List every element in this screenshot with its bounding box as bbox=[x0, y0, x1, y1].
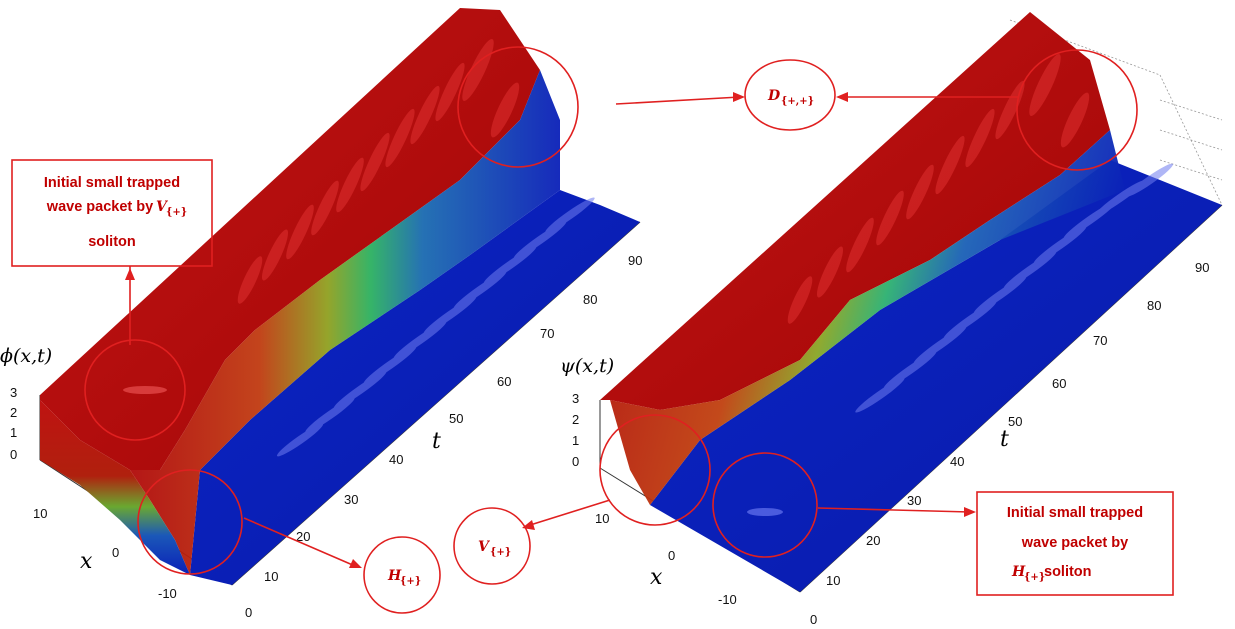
v-label: V {+} bbox=[478, 539, 511, 558]
x-tick: 0 bbox=[112, 545, 119, 560]
t-tick: 50 bbox=[1008, 414, 1022, 429]
x-tick: -10 bbox=[718, 592, 737, 607]
v-label-sub: {+} bbox=[490, 547, 511, 558]
annotations bbox=[11, 46, 1174, 614]
left-low-state-floor bbox=[190, 190, 640, 585]
left-blue-ripples bbox=[276, 197, 595, 457]
h-label-main: H bbox=[387, 568, 402, 584]
right-trapped-packet bbox=[747, 508, 783, 516]
left-t-ticks: 0 10 20 30 40 50 60 70 80 90 bbox=[245, 253, 642, 620]
z-tick: 1 bbox=[572, 433, 579, 448]
right-t-axis-label: t bbox=[1000, 427, 1009, 452]
left-transition-wall bbox=[130, 70, 560, 575]
right-v-circle bbox=[599, 414, 711, 526]
arrow-head-icon bbox=[125, 268, 135, 280]
x-tick: 10 bbox=[33, 506, 47, 521]
right-t-ticks: 0 10 20 30 40 50 60 70 80 90 bbox=[810, 260, 1209, 627]
t-tick: 30 bbox=[907, 493, 921, 508]
d-label: D {+,+} bbox=[767, 88, 814, 107]
t-tick: 20 bbox=[296, 529, 310, 544]
t-tick: 80 bbox=[1147, 298, 1161, 313]
t-tick: 60 bbox=[497, 374, 511, 389]
right-callout-box bbox=[976, 491, 1174, 596]
t-tick: 40 bbox=[389, 452, 403, 467]
right-callout-text: Initial small trapped wave packet by H {… bbox=[1007, 505, 1143, 583]
t-tick: 60 bbox=[1052, 376, 1066, 391]
z-tick: 1 bbox=[10, 425, 17, 440]
right-blue-ripples bbox=[855, 163, 1174, 413]
callout-symbol: H bbox=[1011, 564, 1026, 580]
z-tick: 3 bbox=[10, 385, 17, 400]
left-callout-text: Initial small trapped wave packet by V {… bbox=[44, 175, 187, 250]
h-label: H {+} bbox=[387, 568, 421, 587]
left-packet-circle bbox=[84, 339, 186, 441]
right-low-state-floor bbox=[650, 160, 1222, 592]
left-x-axis-label: x bbox=[80, 549, 93, 574]
t-tick: 70 bbox=[540, 326, 554, 341]
callout-symbol-sub: {+} bbox=[166, 207, 187, 218]
t-tick: 0 bbox=[810, 612, 817, 627]
right-z-ticks: 3 2 1 0 bbox=[572, 391, 579, 469]
d-label-main: D bbox=[767, 88, 781, 104]
z-tick: 3 bbox=[572, 391, 579, 406]
left-front-edge bbox=[40, 395, 190, 575]
arrow-head-icon bbox=[836, 92, 848, 102]
t-tick: 80 bbox=[583, 292, 597, 307]
t-tick: 10 bbox=[826, 573, 840, 588]
t-tick: 10 bbox=[264, 569, 278, 584]
z-tick: 2 bbox=[572, 412, 579, 427]
left-z-axis-label: ϕ(x,t) bbox=[0, 345, 52, 367]
left-surface-plot: 3 2 1 0 ϕ(x,t) 10 0 -10 x 0 10 20 30 40 … bbox=[0, 8, 642, 620]
t-tick: 30 bbox=[344, 492, 358, 507]
left-trapped-packet bbox=[123, 386, 167, 394]
right-x-ticks: 10 0 -10 bbox=[595, 511, 737, 607]
left-h-circle bbox=[137, 469, 243, 575]
right-packet-circle bbox=[712, 452, 818, 558]
left-callout-box bbox=[11, 159, 213, 267]
v-label-circle bbox=[453, 507, 531, 585]
z-tick: 2 bbox=[10, 405, 17, 420]
callout-symbol: V bbox=[156, 199, 169, 215]
t-tick: 40 bbox=[950, 454, 964, 469]
left-z-ticks: 3 2 1 0 bbox=[10, 385, 17, 462]
callout-line: wave packet by bbox=[1021, 535, 1128, 551]
t-tick: 90 bbox=[628, 253, 642, 268]
t-tick: 70 bbox=[1093, 333, 1107, 348]
callout-line: soliton bbox=[1044, 564, 1092, 580]
x-tick: 10 bbox=[595, 511, 609, 526]
x-tick: 0 bbox=[668, 548, 675, 563]
t-tick: 90 bbox=[1195, 260, 1209, 275]
t-tick: 20 bbox=[866, 533, 880, 548]
right-red-ripples bbox=[787, 54, 1090, 324]
z-tick: 0 bbox=[572, 454, 579, 469]
callout-line: Initial small trapped bbox=[1007, 505, 1143, 521]
left-red-ripples bbox=[237, 39, 520, 304]
left-d-circle bbox=[457, 46, 579, 168]
z-tick: 0 bbox=[10, 447, 17, 462]
callout-symbol-sub: {+} bbox=[1024, 572, 1045, 583]
left-t-axis-label: t bbox=[432, 429, 441, 454]
d-label-circle bbox=[744, 59, 836, 131]
arrow-head-icon bbox=[349, 559, 362, 568]
t-tick: 0 bbox=[245, 605, 252, 620]
callout-line: soliton bbox=[88, 234, 136, 250]
d-label-sub: {+,+} bbox=[781, 96, 814, 107]
right-z-axis-label: ψ(x,t) bbox=[560, 355, 614, 377]
right-high-state-plateau bbox=[600, 12, 1110, 410]
v-label-main: V bbox=[478, 539, 491, 555]
callout-line: wave packet by bbox=[46, 199, 153, 215]
h-label-sub: {+} bbox=[400, 576, 421, 587]
x-tick: -10 bbox=[158, 586, 177, 601]
right-d-circle bbox=[1016, 49, 1138, 171]
right-transition-wall bbox=[610, 130, 1125, 505]
callout-line: Initial small trapped bbox=[44, 175, 180, 191]
arrow-head-icon bbox=[964, 507, 976, 517]
left-x-ticks: 10 0 -10 bbox=[33, 506, 177, 601]
h-label-circle bbox=[363, 536, 441, 614]
t-tick: 50 bbox=[449, 411, 463, 426]
right-x-axis-label: x bbox=[650, 565, 663, 590]
right-surface-plot: 3 2 1 0 ψ(x,t) 10 0 -10 x 0 10 20 30 40 … bbox=[560, 12, 1223, 627]
arrow-head-icon bbox=[733, 92, 745, 102]
